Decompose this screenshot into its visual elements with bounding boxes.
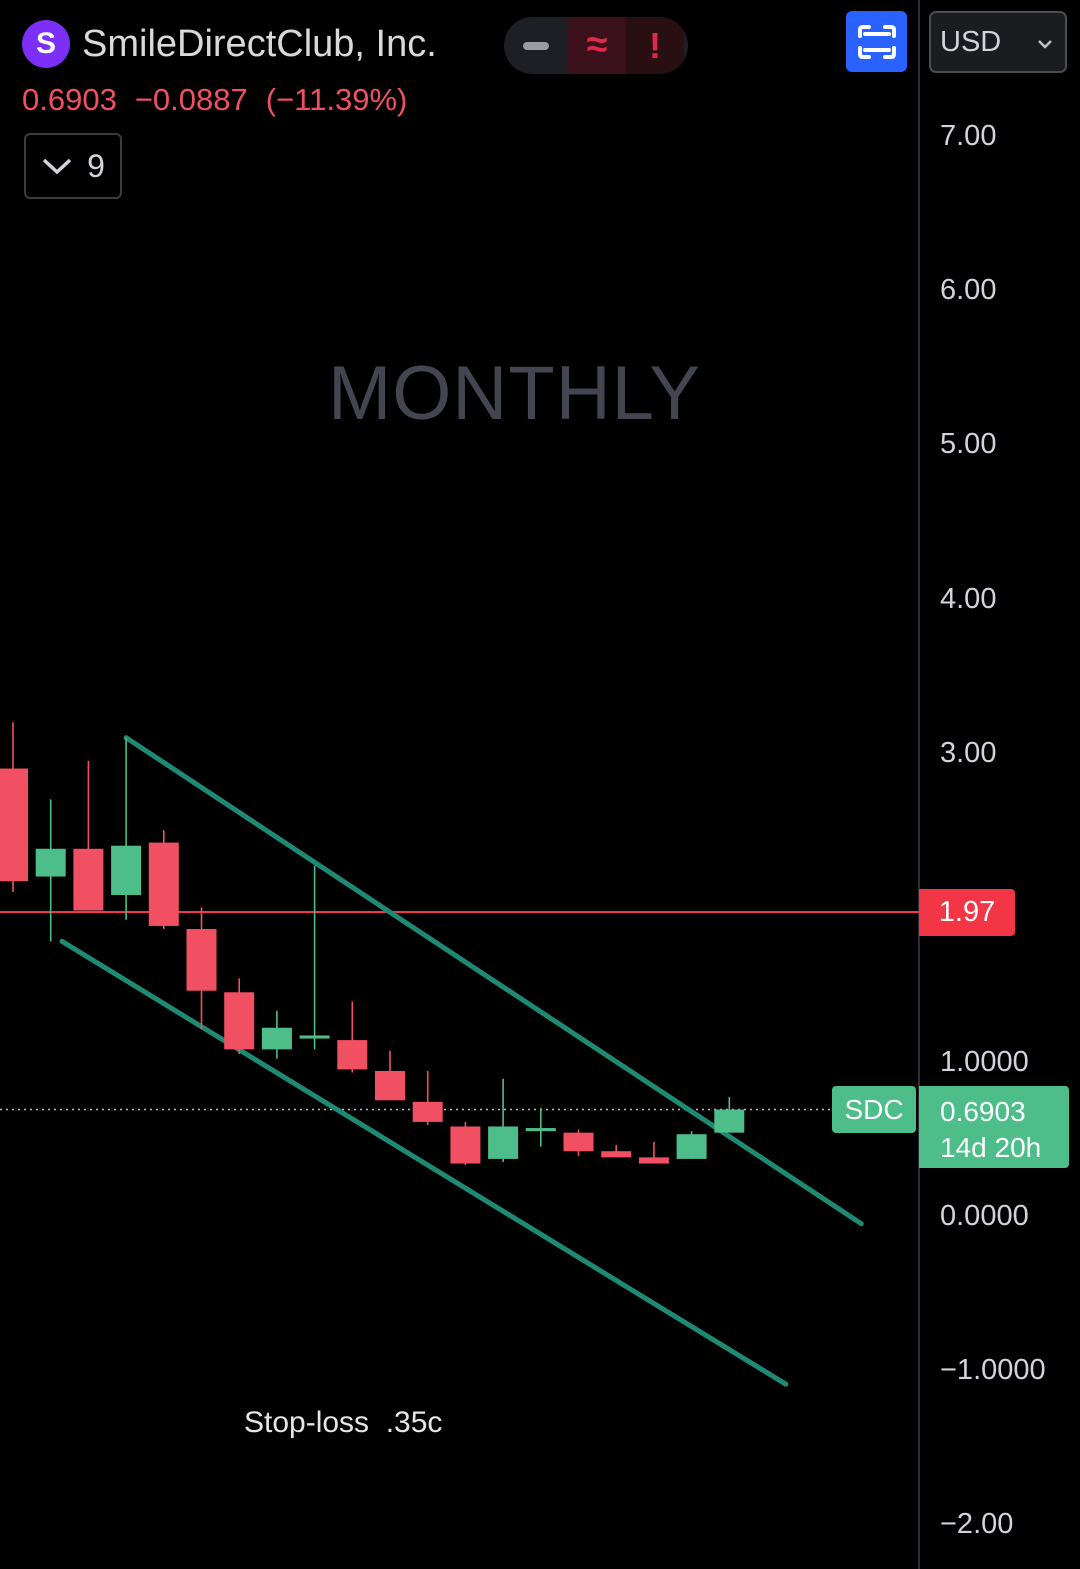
candle[interactable] bbox=[525, 1107, 556, 1147]
candle[interactable] bbox=[676, 1131, 707, 1159]
candle-body bbox=[224, 992, 255, 1050]
price-change-line: 0.6903 −0.0887 (−11.39%) bbox=[22, 82, 425, 118]
chevron-down-icon bbox=[1037, 29, 1053, 55]
candle-body bbox=[488, 1126, 519, 1159]
axis-label-5: 5.00 bbox=[940, 428, 997, 460]
stop-loss-note[interactable]: Stop-loss .35c bbox=[244, 1406, 443, 1439]
header: S SmileDirectClub, Inc. bbox=[22, 20, 437, 68]
candle[interactable] bbox=[488, 1078, 519, 1162]
symbol-title[interactable]: SmileDirectClub, Inc. bbox=[82, 22, 437, 65]
axis-label-0: 0.0000 bbox=[940, 1200, 1029, 1232]
candle-body bbox=[73, 848, 104, 911]
candle[interactable] bbox=[35, 799, 66, 942]
candle[interactable] bbox=[261, 1010, 292, 1059]
candle[interactable] bbox=[299, 865, 330, 1050]
candle[interactable] bbox=[375, 1050, 405, 1101]
candle[interactable] bbox=[73, 760, 104, 911]
bar-countdown: 14d 20h bbox=[940, 1132, 1042, 1163]
candle-body bbox=[375, 1070, 405, 1101]
candle-body bbox=[186, 929, 217, 991]
candle[interactable] bbox=[563, 1129, 594, 1156]
axis-label-neg1: −1.0000 bbox=[940, 1354, 1046, 1386]
candle[interactable] bbox=[412, 1070, 443, 1125]
candle-body bbox=[525, 1128, 556, 1132]
status-alert[interactable]: ! bbox=[626, 17, 684, 74]
current-price-value: 0.6903 bbox=[940, 1096, 1026, 1127]
axis-label-3: 3.00 bbox=[940, 737, 997, 769]
market-status-pill[interactable]: ≈ ! bbox=[504, 17, 688, 74]
candle[interactable] bbox=[111, 737, 142, 920]
candle-body bbox=[601, 1151, 632, 1158]
candle-body bbox=[35, 848, 66, 877]
currency-select[interactable]: USD bbox=[929, 11, 1067, 73]
company-logo: S bbox=[22, 20, 70, 68]
candle[interactable] bbox=[714, 1097, 745, 1133]
symbol-tag: SDC bbox=[832, 1086, 916, 1133]
candle[interactable] bbox=[450, 1121, 481, 1166]
axis-label-6: 6.00 bbox=[940, 274, 997, 306]
channel-line-lower[interactable] bbox=[59, 938, 789, 1387]
horizontal-line-price-tag: 1.97 bbox=[919, 889, 1015, 936]
candle-body bbox=[714, 1109, 745, 1133]
candle-body bbox=[261, 1027, 292, 1050]
dash-icon bbox=[523, 41, 549, 50]
candle[interactable] bbox=[148, 830, 179, 930]
status-delayed[interactable]: ≈ bbox=[568, 17, 626, 74]
price-change: −0.0887 bbox=[134, 82, 248, 117]
candle[interactable] bbox=[601, 1145, 632, 1158]
candle[interactable] bbox=[186, 907, 217, 1030]
axis-label-1: 1.0000 bbox=[940, 1046, 1029, 1078]
candle-body bbox=[299, 1035, 330, 1039]
candle-body bbox=[676, 1134, 707, 1159]
fullscreen-button[interactable] bbox=[846, 11, 907, 72]
candle-body bbox=[337, 1040, 368, 1070]
candle-body bbox=[638, 1157, 669, 1164]
candle-body bbox=[450, 1126, 481, 1164]
indicators-count: 9 bbox=[87, 147, 105, 184]
candle-body bbox=[0, 768, 28, 882]
candle[interactable] bbox=[337, 1001, 368, 1073]
axis-label-7: 7.00 bbox=[940, 120, 997, 152]
status-neutral[interactable] bbox=[504, 17, 568, 74]
currency-label: USD bbox=[940, 25, 1002, 58]
candle-body bbox=[563, 1132, 594, 1152]
chevron-down-icon bbox=[42, 158, 72, 175]
price-change-percent: (−11.39%) bbox=[265, 82, 408, 117]
interval-watermark: MONTHLY bbox=[328, 351, 701, 436]
channel-line-upper[interactable] bbox=[123, 735, 864, 1227]
axis-label-neg2: −2.00 bbox=[940, 1508, 1014, 1540]
candle-body bbox=[148, 842, 179, 926]
axis-label-4: 4.00 bbox=[940, 583, 997, 615]
candle[interactable] bbox=[0, 722, 28, 892]
candle-body bbox=[111, 845, 142, 896]
candle-body bbox=[412, 1101, 443, 1122]
last-price: 0.6903 bbox=[22, 82, 117, 117]
indicators-toggle[interactable]: 9 bbox=[24, 133, 122, 199]
fullscreen-icon bbox=[857, 24, 896, 59]
candle[interactable] bbox=[224, 978, 255, 1054]
candle[interactable] bbox=[638, 1141, 669, 1164]
current-price-tag: 0.6903 14d 20h bbox=[919, 1086, 1069, 1168]
